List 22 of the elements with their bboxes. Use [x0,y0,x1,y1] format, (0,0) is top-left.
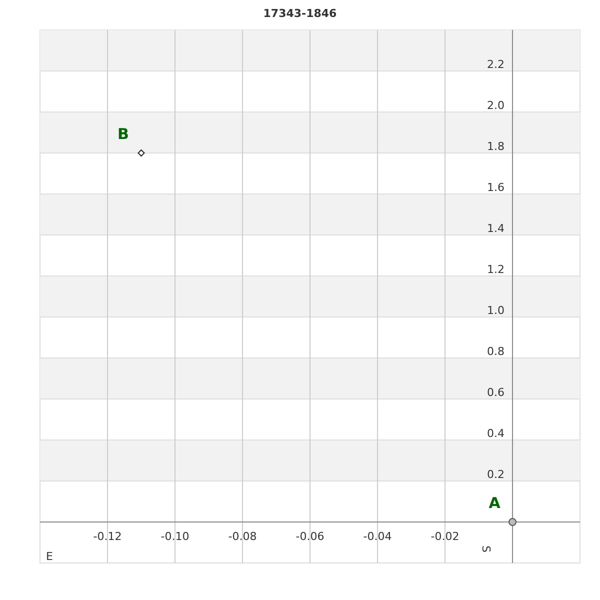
y-tick-label: 1.0 [487,304,504,317]
x-tick-label: -0.10 [160,530,190,543]
y-axis-title: S [480,546,492,553]
y-tick-label: 2.0 [487,99,504,112]
y-tick-label: 2.2 [487,58,504,71]
x-tick-label: -0.08 [228,530,257,543]
y-tick-label: 1.8 [487,140,504,153]
y-tick-label: 0.8 [487,345,504,358]
y-tick-label: 0.2 [487,468,504,481]
x-tick-label: -0.04 [363,530,392,543]
y-tick-label: 0.6 [487,386,504,399]
annotation: A [488,494,501,512]
y-tick-label: 0.4 [487,427,504,440]
y-tick-label: 1.4 [487,222,504,235]
y-tick-label: 1.2 [487,263,504,276]
annotation: B [118,125,129,143]
chart-title: 17343-1846 [263,7,338,20]
x-tick-label: -0.12 [93,530,122,543]
x-tick-label: -0.02 [430,530,460,543]
x-axis-title: E [46,550,53,563]
y-tick-label: 1.6 [487,181,504,194]
x-tick-label: -0.06 [296,530,324,543]
